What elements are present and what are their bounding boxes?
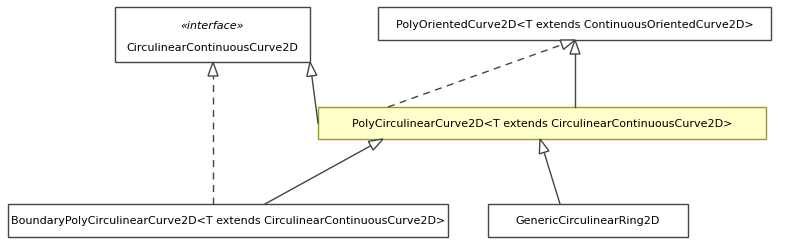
Polygon shape	[560, 41, 575, 50]
Bar	[318, 108, 766, 139]
Text: «interface»: «interface»	[181, 20, 244, 30]
Polygon shape	[570, 41, 580, 55]
Text: PolyOrientedCurve2D<T extends ContinuousOrientedCurve2D>: PolyOrientedCurve2D<T extends Continuous…	[396, 19, 753, 29]
Polygon shape	[307, 63, 317, 77]
Bar	[488, 204, 688, 237]
Text: CirculinearContinuousCurve2D: CirculinearContinuousCurve2D	[127, 42, 298, 52]
Text: BoundaryPolyCirculinearCurve2D<T extends CirculinearContinuousCurve2D>: BoundaryPolyCirculinearCurve2D<T extends…	[11, 216, 445, 226]
Bar	[378, 8, 771, 41]
Polygon shape	[208, 63, 218, 77]
Polygon shape	[539, 139, 549, 154]
Bar	[115, 8, 310, 63]
Bar	[8, 204, 448, 237]
Text: PolyCirculinearCurve2D<T extends CirculinearContinuousCurve2D>: PolyCirculinearCurve2D<T extends Circuli…	[352, 118, 732, 129]
Text: GenericCirculinearRing2D: GenericCirculinearRing2D	[515, 216, 660, 226]
Polygon shape	[368, 139, 383, 150]
